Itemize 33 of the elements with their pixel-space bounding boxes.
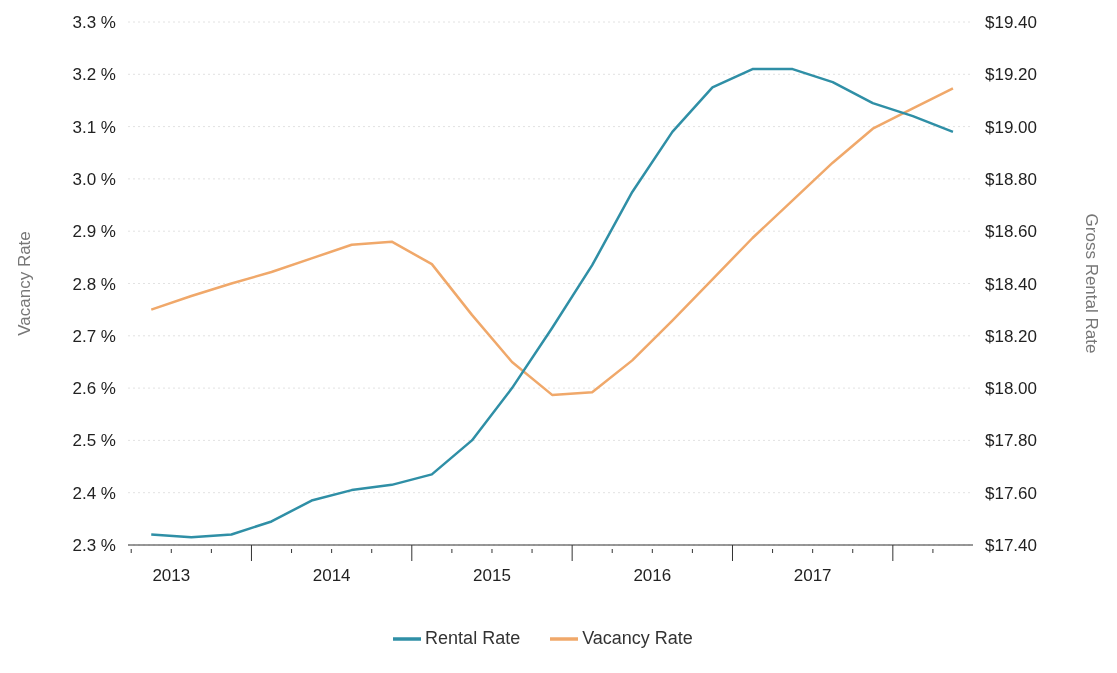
y-tick-label: 2.6 %: [72, 379, 116, 399]
y-tick-label: 2.8 %: [72, 274, 116, 294]
y2-tick-label: $18.00: [985, 379, 1037, 399]
y-tick-label: 3.0 %: [72, 169, 116, 189]
line-series: [150, 67, 955, 539]
y2-tick-label: $17.40: [985, 536, 1037, 555]
x-tick-label: 2013: [152, 566, 191, 585]
y2-axis-title: Gross Rental Rate: [1081, 213, 1101, 354]
y-tick-label: 2.4 %: [72, 483, 116, 503]
y2-tick-label: $19.20: [985, 65, 1037, 85]
y2-tick-label: $19.40: [985, 13, 1037, 32]
y2-tick-label: $18.20: [985, 326, 1037, 346]
y-tick-label: 3.2 %: [72, 65, 116, 85]
x-tick-label: 2015: [473, 566, 511, 585]
x-tick-label: 2014: [312, 566, 351, 585]
y-tick-label: 2.7 %: [72, 326, 116, 346]
legend-label: Vacancy Rate: [582, 627, 693, 648]
x-tick-label: 2017: [793, 566, 832, 585]
x-tick-label: 2016: [633, 566, 672, 585]
y2-tick-label: $18.80: [985, 169, 1037, 189]
y-tick-label: 2.5 %: [72, 431, 116, 451]
y2-tick-label: $19.00: [985, 117, 1037, 137]
y-tick-label: 3.3 %: [72, 13, 116, 32]
y2-tick-label: $17.60: [985, 483, 1037, 503]
y2-tick-label: $17.80: [985, 431, 1037, 451]
y2-tick-label: $18.60: [985, 222, 1037, 242]
y-tick-label: 2.3 %: [72, 536, 116, 555]
y-tick-label: 3.1 %: [72, 117, 116, 137]
y-tick-label: 2.9 %: [72, 222, 116, 242]
legend-label: Rental Rate: [425, 627, 521, 648]
line-series: [150, 87, 955, 397]
y2-tick-label: $18.40: [985, 274, 1037, 294]
y-axis-title: Vacancy Rate: [15, 231, 35, 336]
